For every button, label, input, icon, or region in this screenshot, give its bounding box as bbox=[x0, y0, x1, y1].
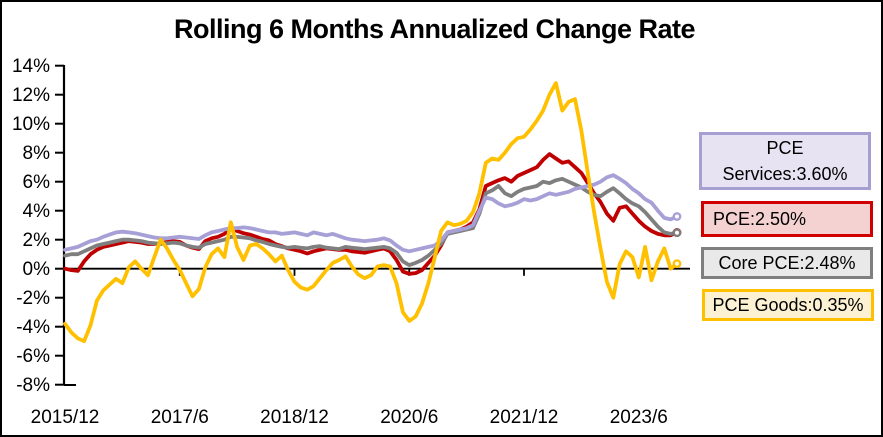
y-tick-label: 10% bbox=[12, 114, 50, 135]
y-tick-label: 14% bbox=[12, 56, 50, 77]
y-tick-label: 2% bbox=[23, 230, 51, 251]
y-tick-label: 6% bbox=[23, 172, 51, 193]
series-line-pce-goods bbox=[63, 81, 679, 344]
legend-label-pce-goods: PCE Goods:0.35% bbox=[712, 294, 864, 315]
chart-title: Rolling 6 Months Annualized Change Rate bbox=[173, 14, 696, 44]
legend-box-pce-goods: PCE Goods:0.35% bbox=[702, 289, 874, 321]
series-line-pce bbox=[63, 152, 679, 276]
series-line-pce-services bbox=[63, 173, 679, 254]
legend-label-pce-services-line1: PCE bbox=[766, 137, 804, 158]
y-tick-label: -2% bbox=[16, 288, 50, 309]
y-tick-label: -4% bbox=[16, 317, 50, 338]
series-line-core-pce bbox=[63, 176, 679, 268]
y-tick-label: 8% bbox=[23, 143, 51, 164]
x-tick-label: 2017/6 bbox=[151, 407, 209, 428]
series-end-marker-core-pce bbox=[672, 228, 682, 238]
x-tick-label: 2020/6 bbox=[380, 407, 438, 428]
legend-box-pce-services: PCE Services:3.60% bbox=[699, 132, 871, 190]
y-tick-label: -8% bbox=[16, 375, 50, 396]
legend-label-pce-services-line2: Services:3.60% bbox=[722, 164, 848, 184]
legend-label-pce: PCE:2.50% bbox=[713, 208, 807, 229]
series-end-marker-pce-services bbox=[672, 212, 682, 221]
y-tick-label: 0% bbox=[23, 259, 51, 280]
legend-box-core-pce: Core PCE:2.48% bbox=[701, 247, 873, 279]
y-tick-label: -6% bbox=[16, 346, 50, 367]
x-tick-label: 2023/6 bbox=[610, 407, 668, 428]
y-tick-label: 4% bbox=[23, 201, 51, 222]
series-end-marker-pce-goods bbox=[672, 259, 682, 269]
legend-label-core-pce: Core PCE:2.48% bbox=[718, 252, 856, 273]
legend-box-pce: PCE:2.50% bbox=[701, 201, 873, 237]
y-tick-label: 12% bbox=[12, 85, 50, 106]
x-tick-label: 2018/12 bbox=[260, 407, 329, 428]
x-tick-label: 2021/12 bbox=[490, 407, 559, 428]
x-tick-label: 2015/12 bbox=[31, 407, 100, 428]
